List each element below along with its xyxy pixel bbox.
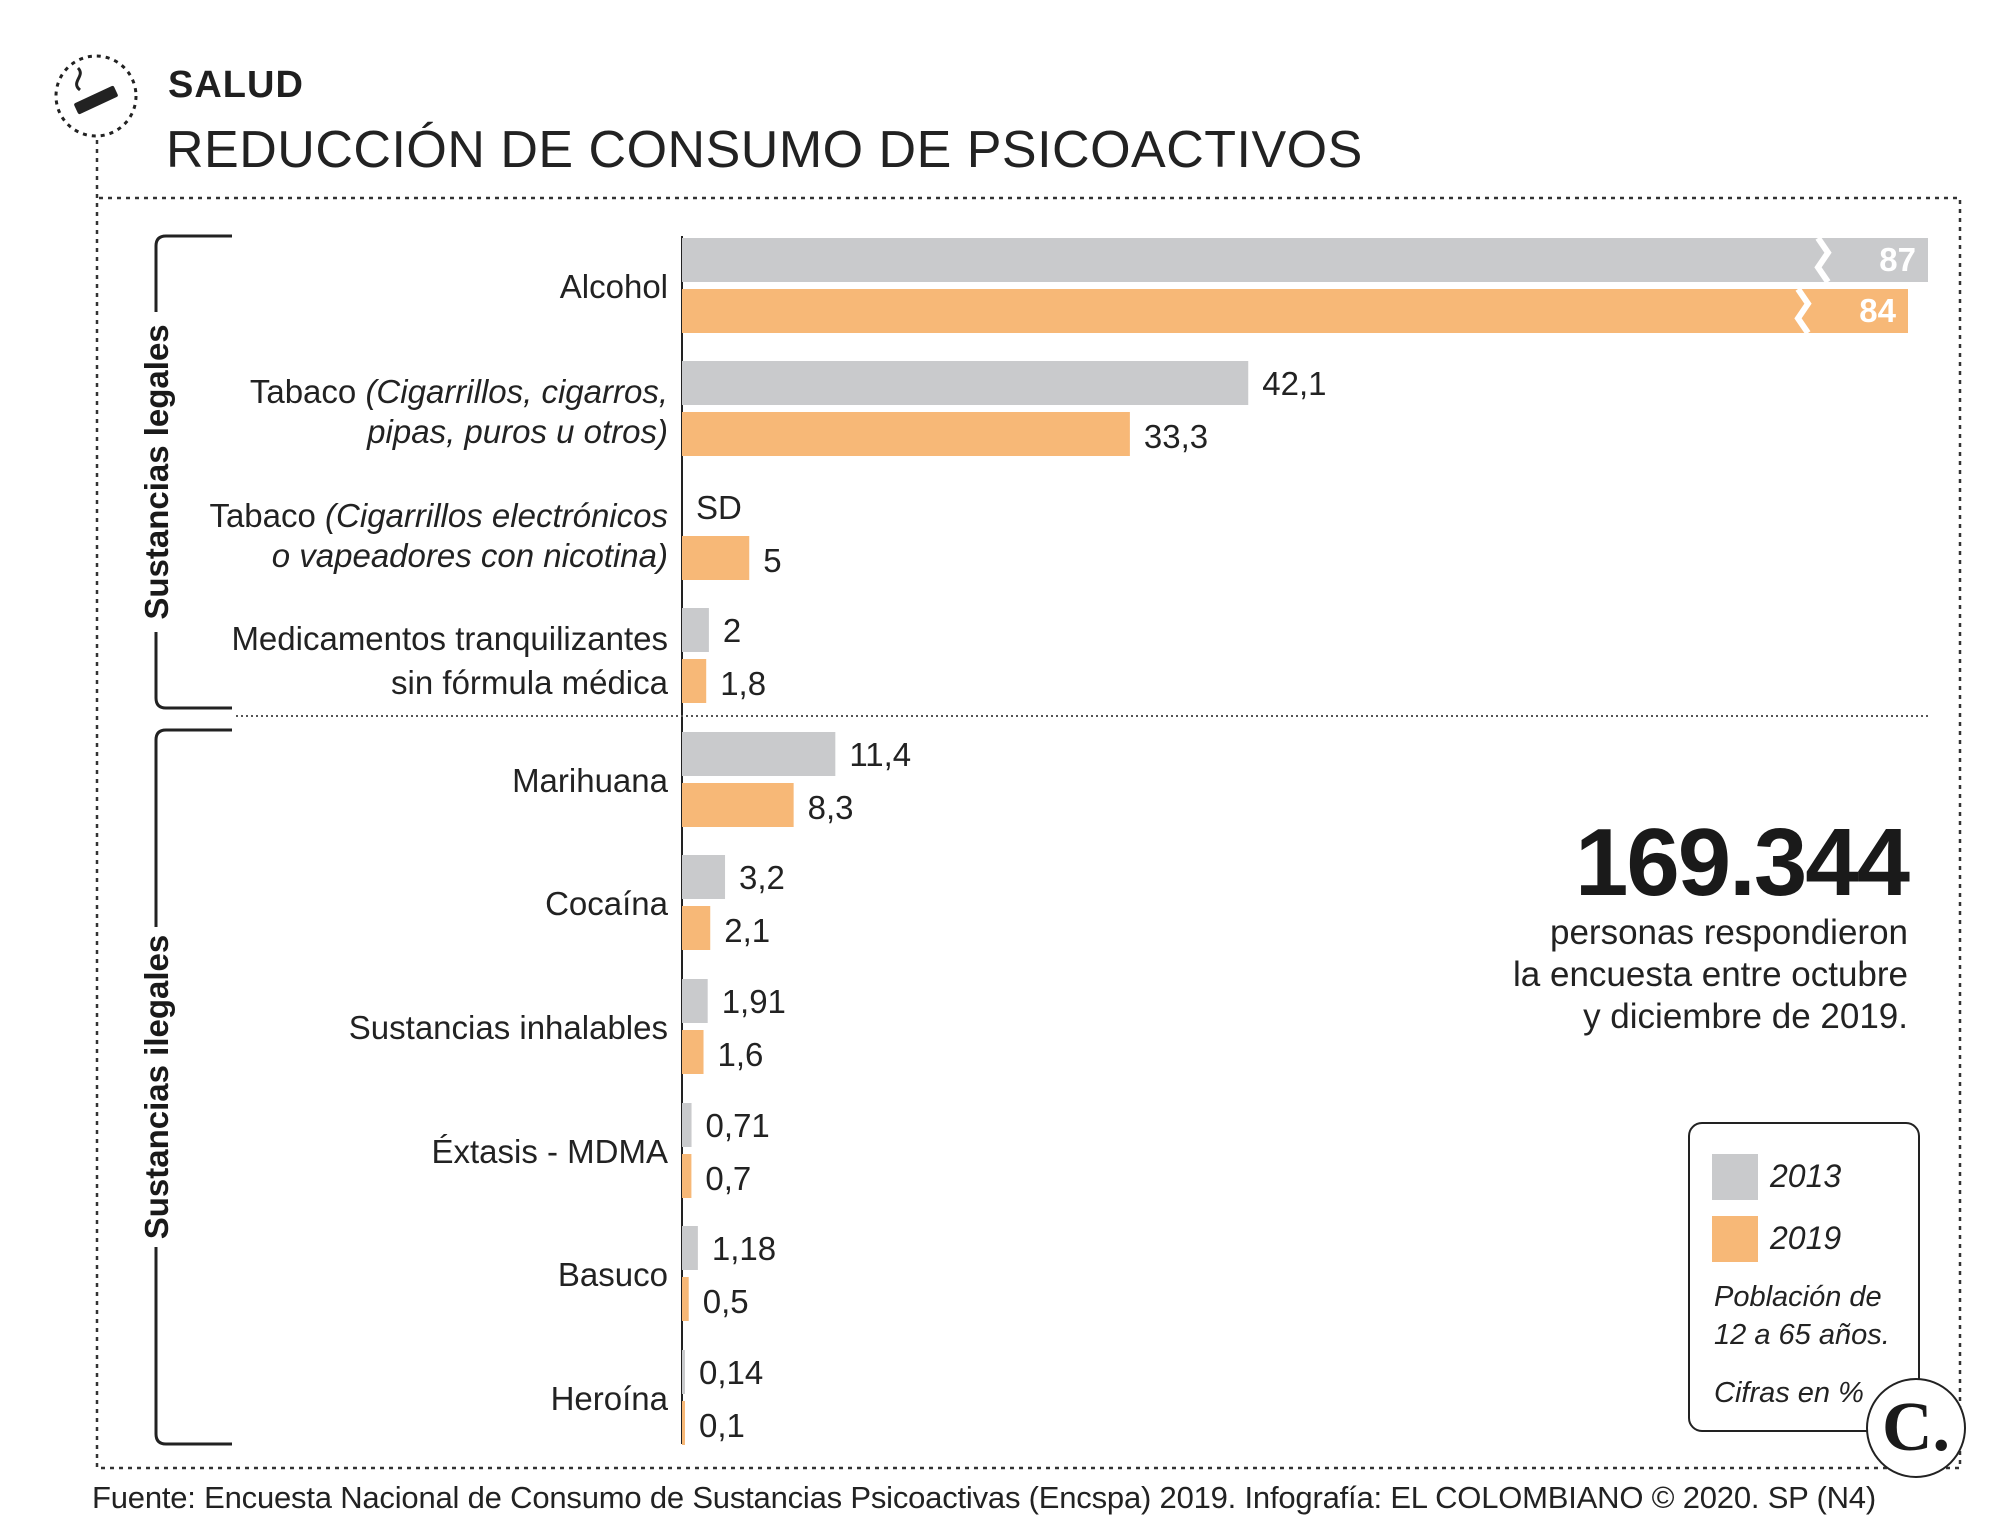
bar-2013 — [682, 1226, 698, 1270]
caption-line: y diciembre de 2019. — [1583, 997, 1908, 1036]
section-label: SALUD — [168, 64, 304, 106]
bar-2013 — [682, 1350, 685, 1394]
bar-2019 — [682, 783, 794, 827]
category-label: Éxtasis - MDMA — [431, 1133, 668, 1170]
axis-break-mark — [1794, 287, 1812, 335]
category-label: sin fórmula médica — [391, 664, 669, 701]
data-label-2019: 5 — [763, 542, 781, 579]
population-note: Población de 12 a 65 años. — [1714, 1278, 1890, 1354]
bar-2019 — [682, 1030, 704, 1074]
note-line: Población de — [1714, 1281, 1882, 1313]
category-label: Marihuana — [512, 762, 669, 799]
bar-2013 — [682, 1103, 692, 1147]
category-label: pipas, puros u otros) — [366, 413, 668, 450]
chart-title: REDUCCIÓN DE CONSUMO DE PSICOACTIVOS — [166, 121, 1363, 179]
data-label-2019: 2,1 — [724, 912, 770, 949]
bar-2013 — [682, 732, 836, 776]
bar-2019 — [682, 906, 711, 950]
respondents-caption: personas respondieron la encuesta entre … — [1488, 912, 1908, 1038]
bar-2019 — [682, 1154, 692, 1198]
bar-2013 — [682, 979, 708, 1023]
bar-2019 — [682, 659, 707, 703]
group-bracket — [154, 234, 232, 312]
data-label-2013: 1,91 — [722, 983, 786, 1020]
data-label-2013: SD — [696, 489, 742, 526]
data-label-2013: 1,18 — [712, 1230, 776, 1267]
bar-2013 — [682, 608, 709, 652]
group-label: Sustancias ilegales — [138, 935, 175, 1240]
data-label-2013: 42,1 — [1262, 365, 1326, 402]
data-label-2019: 84 — [1859, 292, 1896, 329]
axis-break-mark — [1814, 236, 1832, 284]
units-note: Cifras en % — [1714, 1377, 1864, 1409]
bar-2019 — [682, 412, 1130, 456]
caption-line: personas respondieron — [1549, 913, 1908, 952]
legend-label-2013: 2013 — [1770, 1158, 1842, 1194]
category-label: Medicamentos tranquilizantes — [231, 620, 668, 657]
source-footer: Fuente: Encuesta Nacional de Consumo de … — [92, 1480, 1876, 1515]
bar-2019 — [682, 1277, 689, 1321]
data-label-2013: 87 — [1879, 241, 1916, 278]
data-label-2019: 1,8 — [720, 665, 766, 702]
legend-swatch-2013 — [1712, 1154, 1758, 1200]
bar-2019 — [682, 289, 1908, 333]
bar-2019 — [682, 1401, 685, 1445]
group-bracket — [154, 632, 232, 710]
data-label-2013: 3,2 — [739, 859, 785, 896]
data-label-2013: 0,14 — [699, 1354, 763, 1391]
legend: 2013 2019 Población de 12 a 65 años. Cif… — [1688, 1122, 1920, 1432]
cigarette-icon — [54, 54, 138, 138]
category-label: Alcohol — [560, 268, 668, 305]
data-label-2019: 8,3 — [808, 789, 854, 826]
category-label: Tabaco (Cigarrillos, cigarros, — [250, 373, 668, 410]
group-label: Sustancias legales — [138, 324, 175, 619]
legend-swatch-2019 — [1712, 1216, 1758, 1262]
legend-label-2019: 2019 — [1770, 1220, 1842, 1256]
data-label-2013: 2 — [723, 612, 741, 649]
data-label-2019: 0,7 — [705, 1160, 751, 1197]
category-label: Tabaco (Cigarrillos electrónicos — [209, 497, 668, 534]
data-label-2019: 33,3 — [1144, 418, 1208, 455]
bar-2019 — [682, 536, 750, 580]
bar-2013 — [682, 855, 726, 899]
category-label: Basuco — [558, 1256, 668, 1293]
category-label: o vapeadores con nicotina) — [272, 537, 668, 574]
bar-2013 — [682, 361, 1249, 405]
bar-2013 — [682, 238, 1928, 282]
group-bracket — [154, 1247, 232, 1446]
note-line: 12 a 65 años. — [1714, 1319, 1890, 1351]
data-label-2019: 1,6 — [718, 1036, 764, 1073]
category-label: Cocaína — [545, 885, 669, 922]
data-label-2019: 0,5 — [703, 1283, 749, 1320]
category-label: Heroína — [551, 1380, 669, 1417]
respondents-count: 169.344 — [1574, 809, 1910, 916]
data-label-2013: 11,4 — [849, 736, 911, 773]
caption-line: la encuesta entre octubre — [1513, 955, 1908, 994]
chart-frame — [95, 140, 1962, 1470]
el-colombiano-logo: C. — [1866, 1378, 1966, 1478]
data-label-2019: 0,1 — [699, 1407, 745, 1444]
category-label: Sustancias inhalables — [349, 1009, 668, 1046]
group-bracket — [154, 728, 232, 927]
data-label-2013: 0,71 — [706, 1107, 770, 1144]
